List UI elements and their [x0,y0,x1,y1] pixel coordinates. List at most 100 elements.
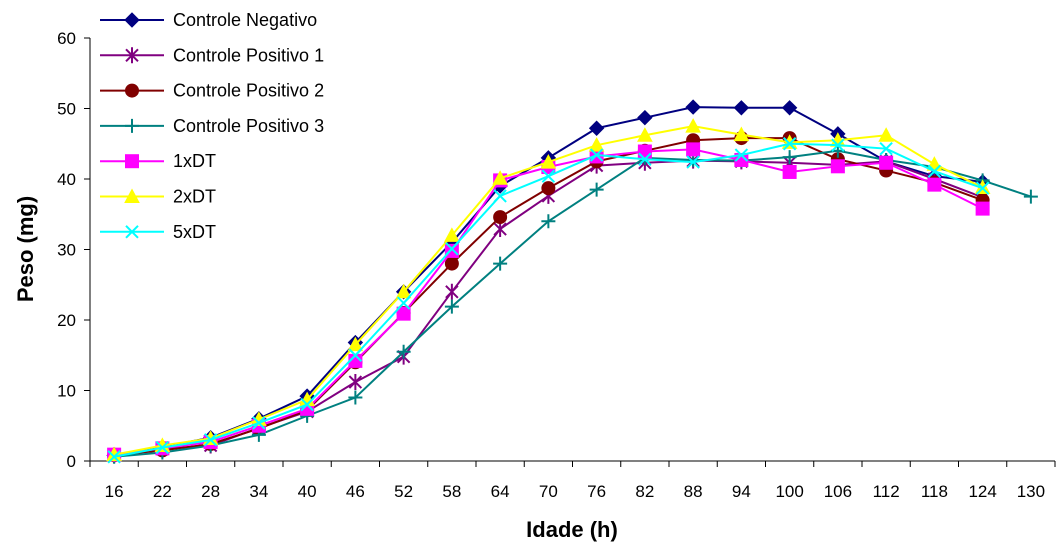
data-point [252,416,266,430]
y-tick-label: 30 [57,241,76,260]
x-tick-label: 34 [249,482,268,501]
y-tick-label: 0 [67,452,76,471]
data-point [589,148,604,162]
legend-entry: 5xDT [100,222,216,242]
x-tick-label: 124 [968,482,996,501]
series-1 [107,152,990,464]
data-point [638,152,652,166]
series-layer [106,99,1038,464]
x-tick-label: 46 [346,482,365,501]
data-point [589,182,604,197]
series-line [113,159,983,457]
data-point [686,142,701,157]
axes [89,38,1055,462]
x-tick-label: 70 [539,482,558,501]
data-point [733,126,750,142]
x-axis-title: Idade (h) [526,517,618,542]
legend-label: 2xDT [173,187,216,207]
data-point [348,390,363,405]
series-line [114,149,1032,458]
data-point [975,181,990,195]
x-tick-label: 82 [635,482,654,501]
x-tick-label: 52 [394,482,413,501]
y-tick-label: 10 [57,382,76,401]
data-point [782,137,797,151]
x-tick-label: 130 [1017,482,1045,501]
x-tick-label: 16 [105,482,124,501]
x-tick-label: 106 [824,482,852,501]
data-point [348,348,363,362]
data-point [879,141,893,156]
legend-entry: Controle Positivo 3 [100,116,324,136]
data-point [975,201,990,216]
data-point [300,397,314,412]
x-tick-label: 28 [201,482,220,501]
legend-label: 1xDT [173,151,216,171]
legend-marker [124,12,140,28]
data-point [685,118,701,133]
data-point [396,344,411,359]
data-point [395,283,412,299]
data-point [493,256,508,271]
data-point [493,210,508,225]
data-point [541,181,556,196]
y-tick-label: 50 [57,100,76,119]
x-tick-label: 118 [921,482,948,501]
y-tick-label: 20 [57,311,76,330]
data-point [781,100,798,116]
data-point [444,299,459,314]
data-point [444,256,459,271]
legend-marker [124,188,140,203]
data-point [540,154,557,169]
x-tick-label: 76 [587,482,606,501]
data-point [493,189,507,203]
data-point [155,440,170,455]
data-point [347,336,364,352]
data-point [927,177,942,192]
legend-marker [125,225,139,239]
y-tick-label: 40 [57,170,76,189]
data-point [782,164,797,179]
legend-entry: 1xDT [100,151,216,171]
data-point [396,306,411,321]
x-tick-label: 22 [153,482,172,501]
data-point [879,155,894,170]
x-tick-label: 64 [491,482,510,501]
data-point [396,296,411,310]
data-point [541,169,556,183]
data-point [107,450,121,464]
series-6 [107,137,990,464]
legend-marker [125,154,139,169]
data-point [444,243,459,258]
legend-entry: Controle Positivo 2 [100,81,324,101]
legend-label: Controle Positivo 3 [173,116,324,136]
data-point [685,99,701,115]
data-point [637,127,653,142]
data-point [831,138,845,152]
legend-label: Controle Positivo 1 [173,45,324,65]
x-tick-label: 100 [775,482,803,501]
data-point [637,109,653,126]
data-point [878,127,894,142]
legend-entry: Controle Positivo 1 [100,45,324,65]
x-tick-label: 88 [684,482,703,501]
y-axis-title: Peso (mg) [13,196,38,302]
data-point [444,227,460,242]
data-point [203,433,218,447]
data-point [348,374,363,391]
legend-marker [125,83,139,98]
legend: Controle Negativo Controle Positivo 1 Cont… [100,10,324,242]
legend-marker [125,118,139,133]
legend-entry: 2xDT [100,187,216,207]
data-point [733,100,750,116]
data-point [492,170,508,185]
data-point [445,242,459,256]
data-point [445,283,459,300]
y-tick-label: 60 [57,29,76,48]
x-tick-label: 112 [873,482,900,501]
data-point [734,148,749,162]
x-tick-label: 94 [732,482,751,501]
data-point [830,159,845,174]
legend-marker [125,47,139,64]
